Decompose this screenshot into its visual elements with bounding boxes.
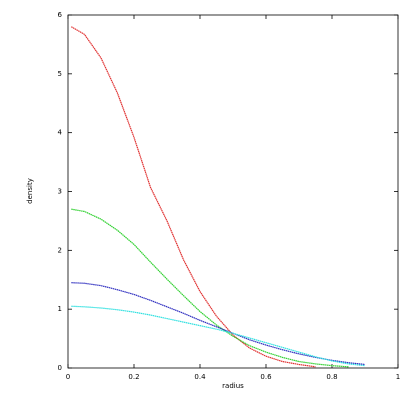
y-tick-label: 4	[58, 129, 63, 137]
density-curve	[71, 282, 366, 366]
x-axis-label: radius	[222, 382, 244, 390]
y-tick-label: 0	[58, 364, 62, 372]
density-curve	[71, 208, 349, 368]
y-tick-label: 6	[58, 11, 63, 19]
x-tick-label: 0.6	[260, 373, 272, 381]
x-tick-label: 0	[66, 373, 70, 381]
y-tick-label: 3	[58, 188, 62, 196]
x-tick-label: 0.4	[194, 373, 206, 381]
plot-frame	[67, 14, 399, 369]
y-tick-label: 2	[58, 246, 62, 254]
x-tick-label: 0.2	[128, 373, 139, 381]
density-curve	[70, 26, 316, 368]
y-axis-label: density	[26, 178, 34, 204]
density-curve	[71, 305, 366, 367]
y-tick-label: 5	[58, 70, 62, 78]
x-tick-label: 1	[396, 373, 400, 381]
y-tick-label: 1	[58, 305, 62, 313]
x-tick-label: 0.8	[326, 373, 337, 381]
